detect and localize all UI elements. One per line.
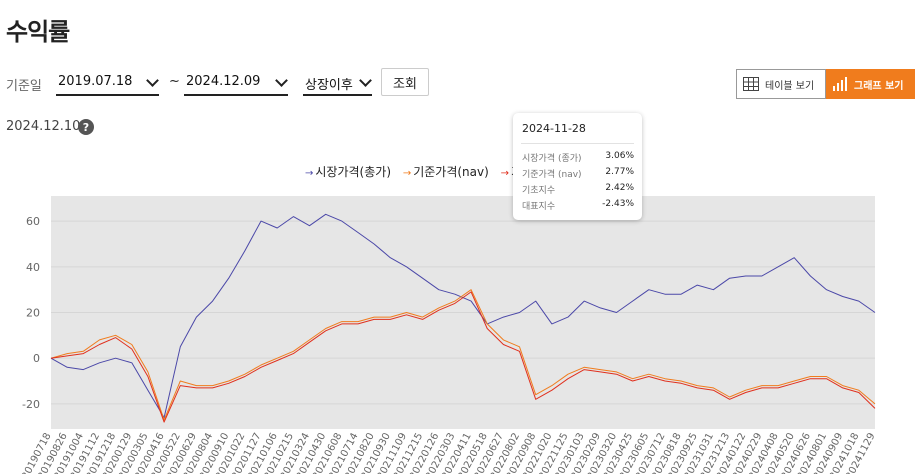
y-tick-label: -20 [22,398,40,411]
legend-item-nav[interactable]: → 기준가격(nav) [403,163,489,180]
line-marker-icon: → [402,168,412,179]
bar-chart-icon [833,77,847,91]
line-marker-icon: → [500,168,510,179]
y-tick-label: 0 [33,352,40,365]
tooltip-row-label: 기초지수 [522,186,556,196]
date-separator: ~ [169,74,180,89]
tooltip-row-value: 2.42% [605,183,634,193]
start-date-select[interactable]: 2019.07.18 [56,70,159,96]
tooltip-row-label: 시장가격 (종가) [522,154,582,164]
period-value: 상장이후 [305,78,353,93]
y-tick-label: 20 [26,307,40,320]
graph-view-label: 그래프 보기 [854,80,904,92]
period-select[interactable]: 상장이후 [303,70,372,96]
tooltip-row-label: 기준가격 (nav) [522,170,582,180]
tooltip-row-value: -2.43% [602,199,634,209]
tooltip-row-label: 대표지수 [522,202,556,212]
chevron-down-icon [146,74,159,87]
help-icon[interactable]: ? [78,119,94,135]
line-marker-icon: → [305,168,314,179]
table-grid-icon [743,77,759,91]
series-line-2 [50,291,876,423]
y-tick-label: 40 [26,261,40,274]
view-toggle: 테이블 보기 그래프 보기 [736,69,916,99]
page-title: 수익률 [6,18,70,46]
end-date-select[interactable]: 2024.12.09 [184,70,288,96]
end-date-value: 2024.12.09 [186,74,261,89]
chevron-down-icon [275,74,288,87]
series-line-1 [50,289,876,421]
chart-legend: →시장가격(총가) →기준가격(nav) →기 [305,163,530,180]
base-date-label: 기준일 [6,79,42,94]
tooltip-row: 기초지수 2.42% [522,183,634,197]
graph-view-button[interactable]: 그래프 보기 [826,69,915,99]
query-button[interactable]: 조회 [381,68,429,96]
tooltip-row-value: 3.06% [605,151,634,161]
tooltip-row: 시장가격 (종가) 3.06% [522,151,634,165]
legend-item-market-price[interactable]: → 시장가격(총가) [305,163,391,180]
tooltip-row: 기준가격 (nav) 2.77% [522,167,634,181]
table-view-button[interactable]: 테이블 보기 [736,69,826,99]
table-view-label: 테이블 보기 [765,80,815,92]
legend-label: 기준가격(nav) [413,165,489,179]
tooltip-divider [521,143,634,144]
as-of-date: 2024.12.10 [6,119,81,134]
tooltip-row-value: 2.77% [605,167,634,177]
tooltip-row: 대표지수 -2.43% [522,199,634,213]
chart-tooltip: 2024-11-28 시장가격 (종가) 3.06% 기준가격 (nav) 2.77… [513,113,642,220]
chevron-down-icon [359,74,372,87]
filter-bar: 기준일 2019.07.18 ~ 2024.12.09 상장이후 조회 [6,68,486,98]
start-date-value: 2019.07.18 [58,74,133,89]
legend-label: 시장가격(총가) [315,165,391,179]
tooltip-date: 2024-11-28 [522,122,586,135]
y-tick-label: 60 [26,215,40,228]
